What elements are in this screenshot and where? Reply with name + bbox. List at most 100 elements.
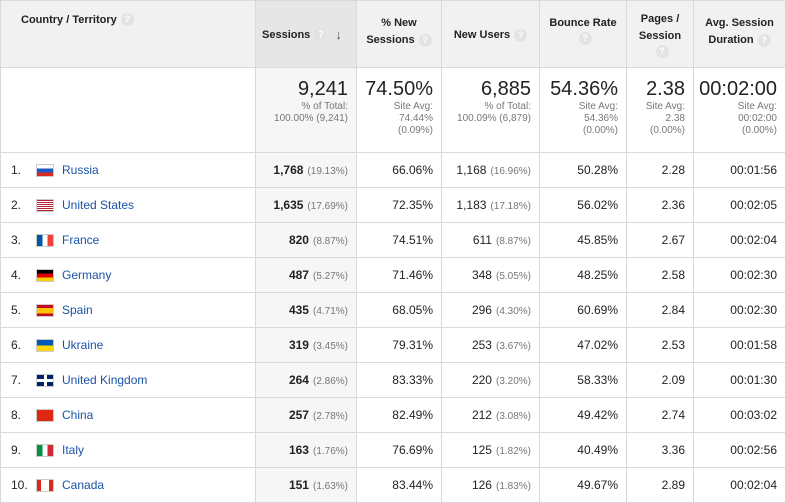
country-cell: 2. United States [1,188,256,223]
new-users-cell: 212 (3.08%) [442,398,540,433]
country-link[interactable]: China [62,408,93,422]
total-caption: % of Total: [446,101,531,113]
sessions-cell: 264(2.86%) [256,363,357,398]
total-caption: (0.09%) [361,125,433,137]
col-header-country[interactable]: Country / Territory ? [1,1,256,68]
new-sessions-cell: 66.06% [357,153,442,188]
total-value: 2.38 [631,78,685,101]
row-index: 10. [11,478,35,492]
country-link[interactable]: Spain [62,303,93,317]
sessions-value: 163 [289,443,309,457]
pages-per-session-cell: 2.53 [627,328,694,363]
sessions-percent: (1.63%) [313,481,348,492]
col-header-label: Pages / [635,11,685,28]
avg-duration-cell: 00:02:30 [694,258,785,293]
flag-icon [37,235,53,246]
country-link[interactable]: France [62,233,99,247]
col-header-label: Session [635,28,685,45]
new-users-cell: 125 (1.82%) [442,433,540,468]
total-caption: 100.09% (6,879) [446,113,531,125]
total-value: 74.50% [361,78,433,101]
col-header-label: Bounce Rate [548,15,618,32]
col-header-pages-per-session[interactable]: Pages / Session ? [627,1,694,68]
new-users-value: 125 [472,443,492,457]
new-sessions-cell: 71.46% [357,258,442,293]
total-avg-duration: 00:02:00 Site Avg: 00:02:00 (0.00%) [694,68,785,153]
country-link[interactable]: Russia [62,163,99,177]
total-caption: (0.00%) [631,125,685,137]
country-link[interactable]: Germany [62,268,111,282]
flag-icon [37,270,53,281]
row-index: 8. [11,408,35,422]
total-caption: 74.44% [361,113,433,125]
help-icon[interactable]: ? [314,28,327,41]
table-row: 5.Spain 435(4.71%) 68.05% 296(4.30%) 60.… [1,293,785,328]
table-row: 4.Germany 487(5.27%) 71.46% 348(5.05%) 4… [1,258,785,293]
sort-descending-icon[interactable]: ↓ [335,27,342,42]
row-index: 3. [11,233,35,247]
col-header-label: Avg. Session [702,15,777,32]
new-users-percent: (3.08%) [496,411,531,422]
country-link[interactable]: Ukraine [62,338,103,352]
table-row: 10.Canada 151(1.63%) 83.44% 126(1.83%) 4… [1,468,785,503]
col-header-sessions[interactable]: Sessions ? ↓ [256,1,357,68]
pages-per-session-cell: 2.58 [627,258,694,293]
help-icon[interactable]: ? [419,34,432,47]
help-icon[interactable]: ? [758,34,771,47]
country-link[interactable]: Canada [62,478,104,492]
sessions-percent: (2.78%) [313,411,348,422]
avg-duration-cell: 00:02:30 [694,293,785,328]
total-caption: 2.38 [631,113,685,125]
new-users-value: 126 [472,478,492,492]
new-users-cell: 348(5.05%) [442,258,540,293]
new-sessions-cell: 76.69% [357,433,442,468]
bounce-rate-cell: 40.49% [540,433,627,468]
avg-duration-cell: 00:02:04 [694,223,785,258]
sessions-cell: 1,635(17.69%) [256,188,357,223]
flag-icon [37,340,53,351]
table-row: 1.Russia 1,768(19.13%) 66.06% 1,168(16.9… [1,153,785,188]
col-header-bounce-rate[interactable]: Bounce Rate ? [540,1,627,68]
pages-per-session-cell: 2.36 [627,188,694,223]
total-caption: 54.36% [544,113,618,125]
help-icon[interactable]: ? [121,13,134,26]
row-index: 4. [11,268,35,282]
new-users-value: 348 [472,268,492,282]
help-icon[interactable]: ? [656,45,669,58]
avg-duration-cell: 00:01:58 [694,328,785,363]
col-header-new-users[interactable]: New Users ? [442,1,540,68]
bounce-rate-cell: 48.25% [540,258,627,293]
total-new-sessions: 74.50% Site Avg: 74.44% (0.09%) [357,68,442,153]
country-link[interactable]: United Kingdom [62,373,147,387]
new-users-value: 253 [472,338,492,352]
col-header-new-sessions[interactable]: % New Sessions ? [357,1,442,68]
sessions-value: 264 [289,373,309,387]
sessions-percent: (19.13%) [307,166,348,177]
pages-per-session-cell: 2.74 [627,398,694,433]
new-users-percent: (3.20%) [496,376,531,387]
sessions-cell: 319(3.45%) [256,328,357,363]
bounce-rate-cell: 47.02% [540,328,627,363]
new-sessions-cell: 79.31% [357,328,442,363]
row-index: 2. [11,198,35,212]
avg-duration-cell: 00:02:04 [694,468,785,503]
avg-duration-cell: 00:03:02 [694,398,785,433]
total-caption: (0.00%) [544,125,618,137]
col-header-sessions-label: Sessions [262,29,310,41]
new-users-cell: 611(8.87%) [442,223,540,258]
new-users-cell: 253 (3.67%) [442,328,540,363]
total-new-users: 6,885 % of Total: 100.09% (6,879) [442,68,540,153]
sessions-cell: 151(1.63%) [256,468,357,503]
sessions-percent: (1.76%) [313,446,348,457]
col-header-avg-duration[interactable]: Avg. Session Duration ? [694,1,785,68]
new-users-percent: (1.82%) [496,446,531,457]
new-users-percent: (3.67%) [496,341,531,352]
sessions-value: 319 [289,338,309,352]
total-bounce-rate: 54.36% Site Avg: 54.36% (0.00%) [540,68,627,153]
help-icon[interactable]: ? [579,32,592,45]
flag-icon [37,480,53,491]
new-users-value: 212 [472,408,492,422]
help-icon[interactable]: ? [514,29,527,42]
country-link[interactable]: United States [62,198,134,212]
country-link[interactable]: Italy [62,443,84,457]
